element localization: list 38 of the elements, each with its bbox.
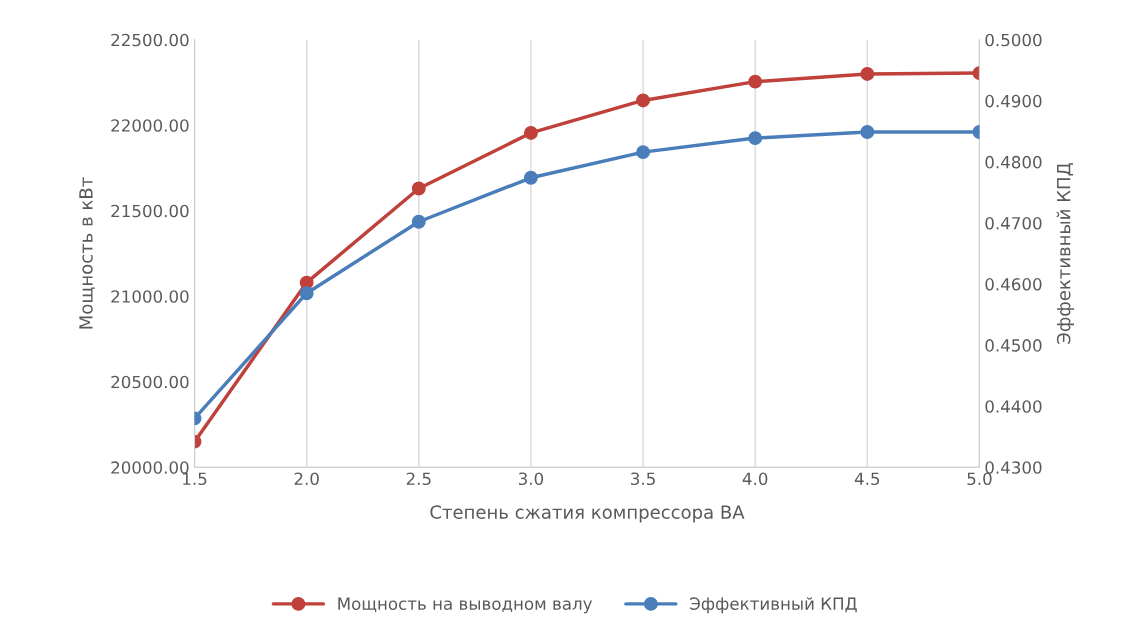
legend-label: Эффективный КПД [690,597,857,614]
y2-tick-label: 0.4900 [985,94,1042,108]
point [523,170,538,185]
x-tick-label: 3.5 [631,472,655,486]
y-tick-label: 22500.00 [111,33,189,47]
point [636,93,650,108]
point [411,181,426,196]
x-tick-label: 5.0 [967,472,992,486]
y-tick-label: 21000.00 [111,290,189,303]
x-tick-label: 2.5 [406,472,431,486]
y2-tick-label: 0.5000 [985,33,1042,47]
x-tick-label: 4.5 [854,472,880,486]
y-tick-label: 20000.00 [111,461,189,474]
x-tick-label: 2.0 [294,472,319,486]
point [411,214,426,229]
y-tick-label: 21500.00 [111,204,189,218]
y2-tick-label: 0.4800 [985,155,1042,169]
point [636,145,650,160]
y2-tick-label: 0.4400 [985,400,1042,413]
y2-tick-label: 0.4600 [985,278,1042,291]
x-tick-label: 3.0 [518,472,544,486]
y-tick-label: 22000.00 [111,119,189,132]
x-tick-label: 1.5 [183,472,207,486]
y-tick-label: 20500.00 [111,375,189,389]
point [860,67,875,81]
y2-axis-title: Эффективный КПД [1056,163,1074,344]
point [748,74,763,89]
x-tick-label: 4.0 [742,472,768,486]
y2-tick-label: 0.4500 [985,339,1042,352]
y2-tick-label: 0.4700 [985,216,1042,230]
y-axis-title: Мощность в кВт [79,177,95,329]
x-axis-title: Степень сжатия компрессора ВА [430,505,745,523]
point [860,125,875,139]
legend-label: Мощность на выводном валу [338,597,593,614]
point [748,131,763,146]
point [299,286,314,301]
y2-tick-label: 0.4300 [985,461,1042,474]
point [523,126,538,140]
